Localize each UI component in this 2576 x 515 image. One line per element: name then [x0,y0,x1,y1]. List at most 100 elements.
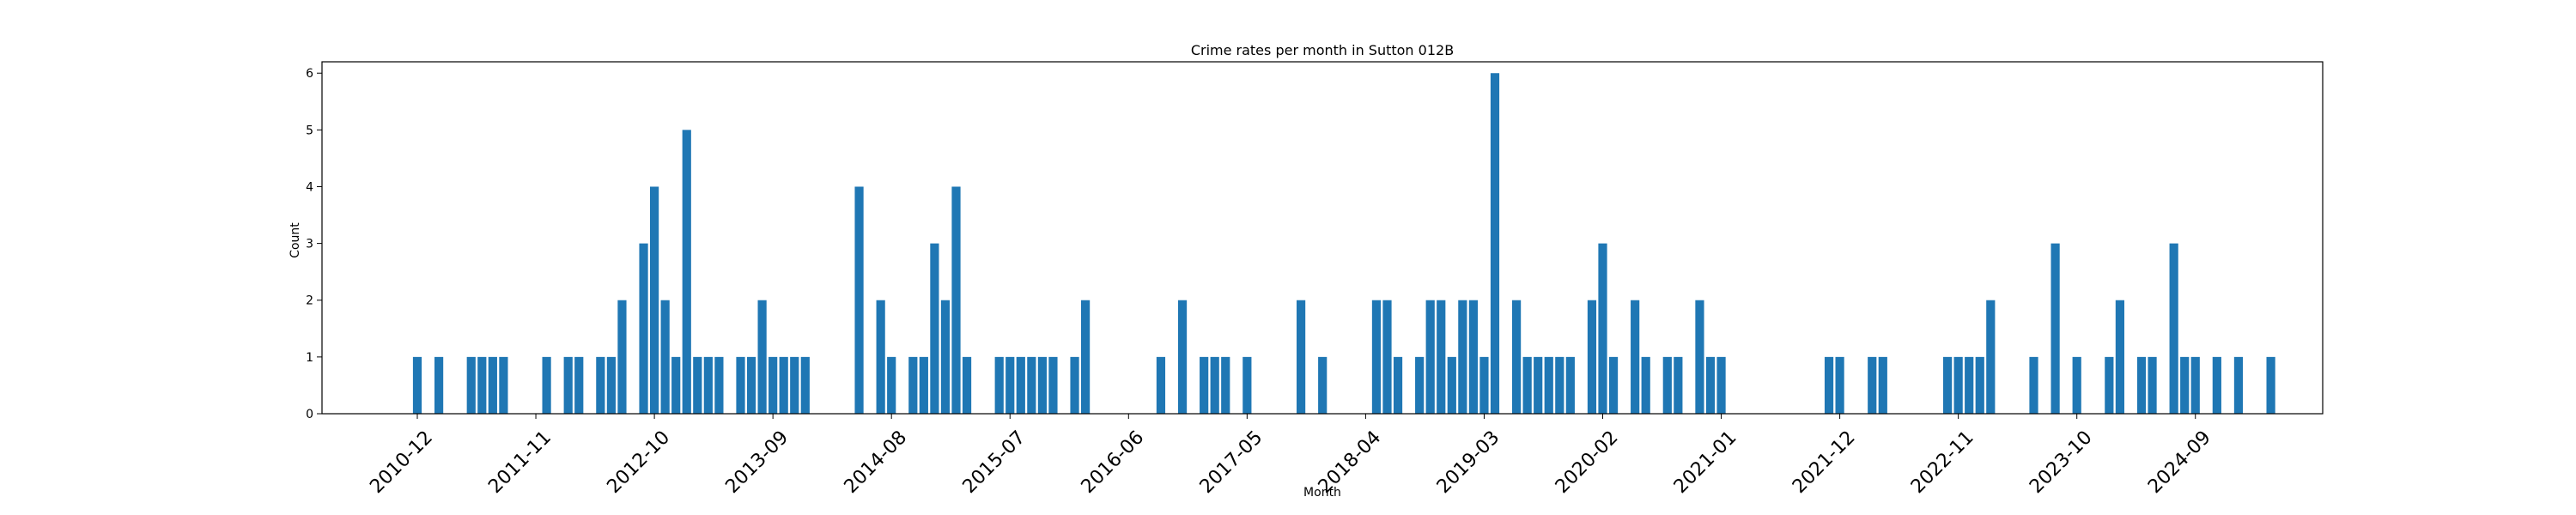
bar-2020-01 [1587,300,1597,414]
x-tick-label: 2022-11 [1907,427,1978,498]
bar-2020-12 [1705,356,1716,414]
bar-2020-08 [1662,356,1672,414]
bar-2012-11 [660,300,670,414]
bar-2016-02 [1081,300,1091,414]
bar-2012-02 [563,356,573,414]
bar-2015-09 [1027,356,1036,414]
bar-2011-12 [542,356,551,414]
chart-title: Crime rates per month in Sutton 012B [1191,42,1454,58]
bar-2019-06 [1512,300,1522,414]
bar-2017-03 [1221,356,1230,414]
bar-2014-10 [908,356,918,414]
bar-2015-08 [1016,356,1025,414]
bar-2023-02 [1986,300,1996,414]
x-tick-label: 2023-10 [2026,427,2097,498]
y-tick-label: 6 [306,67,313,81]
bar-2018-05 [1371,300,1382,414]
bar-2012-03 [574,356,584,414]
x-axis: 2010-12 2011-11 2012-10 2013-09 2014-08 2015-… [366,414,2215,498]
bar-2012-05 [596,356,605,414]
bar-2023-06 [2029,356,2038,414]
bar-2016-09 [1156,356,1166,414]
bar-2018-07 [1393,356,1403,414]
bar-2024-11 [2212,356,2221,414]
bar-2018-12 [1447,356,1456,414]
bar-2020-02 [1598,243,1607,414]
bar-2013-10 [779,356,788,414]
bar-2021-12 [1835,356,1844,414]
bar-2013-01 [682,130,691,414]
bar-2014-08 [887,356,896,414]
bar-2020-09 [1674,356,1683,414]
bar-2013-12 [800,356,810,414]
bar-2022-04 [1878,356,1887,414]
x-tick-label: 2020-02 [1552,427,1623,498]
bar-2020-05 [1631,300,1640,414]
bar-2010-12 [412,356,422,414]
bar-2011-06 [477,356,487,414]
bar-2013-06 [736,356,745,414]
bar-2020-03 [1608,356,1619,414]
y-tick-label: 4 [306,180,313,194]
bar-2023-08 [2050,243,2060,414]
bar-2017-05 [1242,356,1252,414]
bar-2011-07 [488,356,497,414]
bar-2021-01 [1716,356,1726,414]
bar-2015-02 [951,186,961,415]
bar-2020-11 [1695,300,1704,414]
bar-2022-03 [1868,356,1877,414]
bar-2015-01 [940,300,951,414]
bar-2014-07 [876,300,885,414]
bar-2015-11 [1048,356,1058,414]
bar-2017-01 [1200,356,1209,414]
x-tick-label: 2015-07 [959,427,1030,498]
bar-2014-11 [919,356,928,414]
bar-2012-07 [617,300,627,414]
bar-2012-06 [606,356,616,414]
bar-2022-11 [1953,356,1963,414]
plot-frame [321,61,2324,415]
x-tick-label: 2013-09 [721,427,793,498]
bar-2019-02 [1468,300,1478,414]
bar-2025-01 [2233,356,2244,414]
x-tick-label: 2019-03 [1433,427,1504,498]
bar-2024-04 [2136,356,2147,414]
bar-2011-08 [499,356,508,414]
x-axis-label: Month [1303,486,1341,500]
bars-group [412,73,2275,415]
y-axis-label: Count [289,222,302,258]
bar-2013-11 [790,356,799,414]
bar-2019-04 [1490,73,1500,414]
y-tick-label: 5 [306,124,313,137]
bar-2020-06 [1641,356,1650,414]
bar-2013-07 [746,356,756,414]
bar-2017-02 [1210,356,1219,414]
bar-2024-09 [2190,356,2200,414]
bar-2014-05 [854,186,864,415]
bar-2018-09 [1415,356,1425,414]
x-tick-label: 2010-12 [366,427,437,498]
bar-2015-06 [994,356,1004,414]
bar-2011-02 [434,356,444,414]
bar-2013-08 [757,300,767,414]
bar-2015-07 [1005,356,1015,414]
bar-2018-10 [1425,300,1435,414]
bar-2022-10 [1943,356,1953,414]
bar-2019-09 [1544,356,1553,414]
bar-2024-02 [2115,300,2124,414]
x-tick-label: 2016-06 [1078,427,1149,498]
bar-2022-12 [1965,356,1974,414]
bar-2011-05 [466,356,476,414]
bar-2024-01 [2105,356,2114,414]
bar-2019-01 [1458,300,1467,414]
x-tick-label: 2017-05 [1196,427,1267,498]
bar-2019-10 [1555,356,1564,414]
bar-2015-03 [962,356,972,414]
bar-2019-07 [1522,356,1532,414]
bar-2012-09 [639,243,648,414]
bar-2024-07 [2169,243,2178,414]
bar-2019-08 [1534,356,1543,414]
bar-2012-10 [650,186,659,415]
bar-2012-12 [671,356,681,414]
